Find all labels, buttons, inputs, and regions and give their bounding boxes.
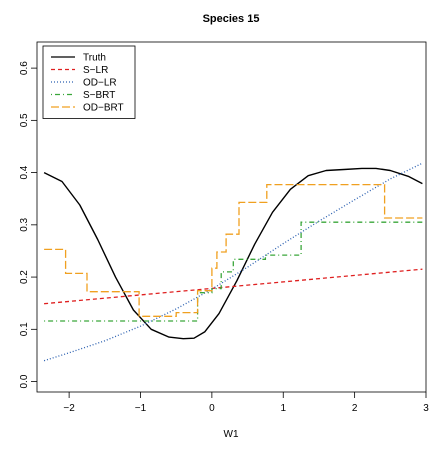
series-line-truth [43, 167, 423, 340]
legend-label: S−LR [83, 65, 108, 76]
x-tick-label: −2 [63, 403, 75, 414]
legend-label: OD−LR [83, 78, 117, 89]
y-tick-label: 0.3 [19, 217, 30, 231]
y-tick-label: 0.1 [19, 322, 30, 336]
legend-label: OD−BRT [83, 103, 124, 114]
plot-frame [36, 41, 427, 393]
y-tick-label: 0.2 [19, 270, 30, 284]
legend-label: Truth [83, 53, 106, 64]
x-tick-label: 2 [352, 403, 358, 414]
y-tick-label: 0.4 [19, 165, 30, 179]
y-tick-label: 0.5 [19, 113, 30, 127]
x-tick-label: −1 [135, 403, 147, 414]
x-tick-label: 0 [209, 403, 215, 414]
y-tick-label: 0.0 [19, 374, 30, 388]
series-line-od-lr [43, 162, 423, 362]
series-layer [43, 162, 423, 362]
series-line-s-brt [44, 221, 423, 322]
y-tick-label: 0.6 [19, 61, 30, 75]
axes-layer: −2 −1 0 1 2 3 0.0 0.1 0.2 0.3 0.4 0.5 0.6 [19, 61, 429, 414]
series-line-s-lr [44, 268, 423, 305]
x-tick-label: 3 [423, 403, 429, 414]
legend-label: S−BRT [83, 90, 115, 101]
chart-title: Species 15 [203, 13, 260, 25]
x-tick-label: 1 [280, 403, 286, 414]
x-axis-title: W1 [224, 429, 239, 440]
series-line-od-brt [44, 183, 423, 317]
